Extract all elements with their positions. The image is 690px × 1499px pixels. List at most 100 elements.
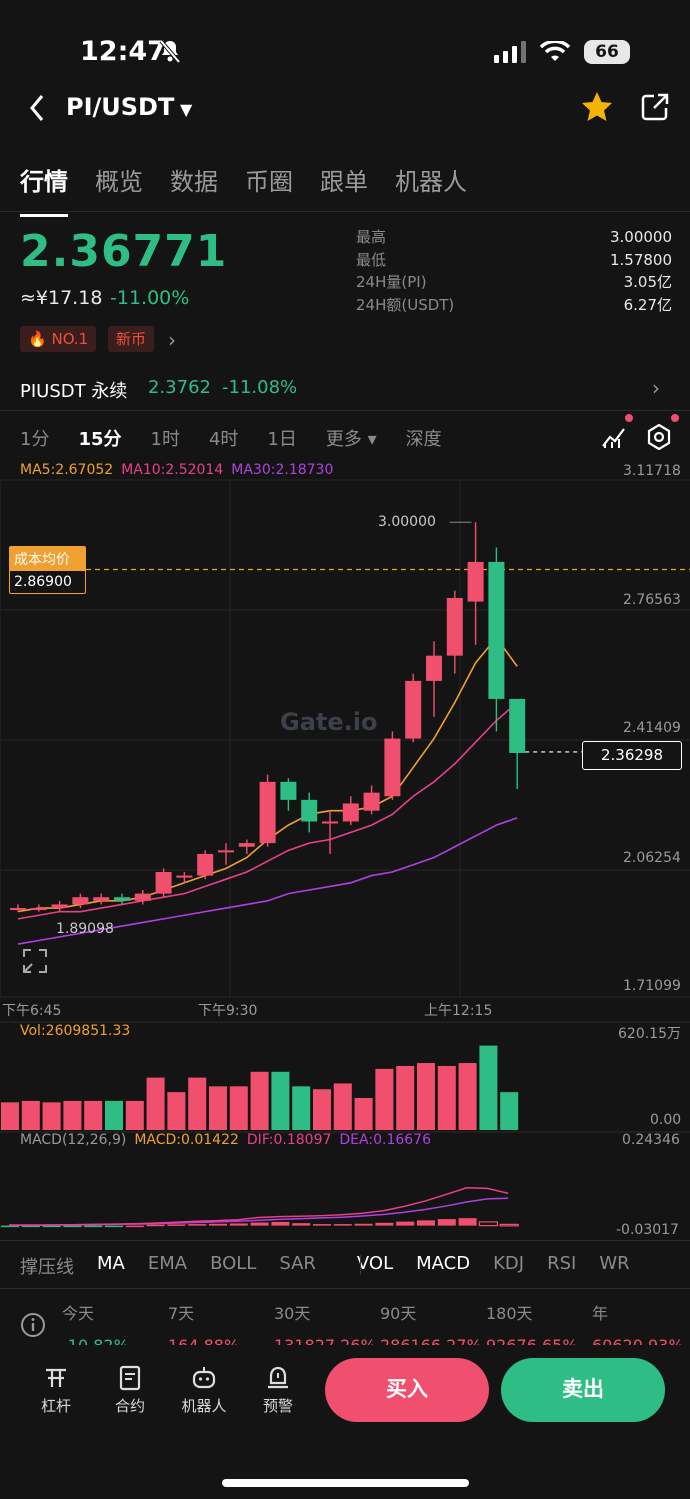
divider [0, 1288, 690, 1289]
candle [322, 810, 338, 854]
candle-body [509, 698, 526, 754]
y-axis-label: 2.06254 [623, 850, 681, 866]
tab-market[interactable]: 行情 [20, 162, 68, 217]
change-percent: -11.00% [110, 287, 190, 309]
divider [0, 1240, 690, 1241]
volume-label: Vol:2609851.33 [20, 1023, 131, 1039]
settings-gear-icon[interactable] [646, 424, 672, 450]
indicator-kdj[interactable]: KDJ [493, 1253, 525, 1274]
indicator-wr[interactable]: WR [599, 1253, 630, 1274]
candle [197, 850, 214, 880]
stat-label: 24H量(PI) [356, 273, 427, 291]
y-axis-label: 3.11718 [623, 463, 681, 479]
candle [280, 778, 297, 811]
macd-histogram-bar [437, 1219, 456, 1226]
pair-title[interactable]: PI/USDT [66, 93, 175, 121]
leverage-button[interactable]: 杠杆 [28, 1365, 84, 1416]
new-coin-badge[interactable]: 新币 [108, 326, 155, 352]
ma10-label: MA10:2.52014 [121, 462, 224, 478]
interval-4h[interactable]: 4时 [208, 429, 239, 450]
macd-histogram-bar [292, 1223, 311, 1226]
stat-high: 最高 3.00000 [356, 226, 672, 249]
candle [134, 890, 151, 905]
leverage-icon [46, 1368, 66, 1387]
volume-bar [292, 1086, 311, 1130]
candle [259, 774, 276, 847]
candle-body [238, 843, 255, 847]
candle-body [72, 897, 89, 905]
info-icon[interactable] [20, 1312, 46, 1338]
perf-label: 今天 [62, 1304, 95, 1323]
interval-1d[interactable]: 1日 [267, 429, 297, 450]
candle-body [134, 893, 151, 901]
perp-name[interactable]: PIUSDT 永续 [20, 381, 128, 402]
candle [51, 900, 68, 912]
indicator-sar[interactable]: SAR [279, 1253, 316, 1274]
fullscreen-expand-icon[interactable] [22, 948, 48, 974]
y-axis-label: 2.76563 [623, 592, 681, 608]
interval-more[interactable]: 更多 ▾ [325, 429, 377, 450]
contract-label: 合约 [114, 1397, 145, 1415]
contract-button[interactable]: 合约 [102, 1365, 158, 1416]
pair-dropdown-icon[interactable]: ▼ [180, 100, 193, 119]
indicator-boll[interactable]: BOLL [210, 1253, 257, 1274]
share-icon[interactable] [640, 92, 670, 122]
stat-value: 3.05亿 [623, 273, 672, 291]
volume-bar [437, 1065, 456, 1130]
volume-bar [479, 1045, 498, 1130]
macd-min-label: -0.03017 [616, 1222, 679, 1238]
candle [155, 868, 172, 898]
candle-body [405, 680, 422, 739]
interval-15m[interactable]: 15分 [78, 429, 122, 450]
volume-bar [42, 1102, 61, 1130]
depth-tab[interactable]: 深度 [405, 429, 442, 450]
wifi-icon [540, 41, 570, 61]
indicator-rsi[interactable]: RSI [547, 1253, 577, 1274]
hot-rank-badge[interactable]: 🔥 NO.1 [20, 326, 97, 352]
favorite-star-icon[interactable] [580, 90, 614, 124]
robot-button[interactable]: 机器人 [176, 1365, 232, 1416]
macd-histogram-bar [63, 1225, 82, 1228]
alert-button[interactable]: 预警 [250, 1365, 306, 1416]
candle [384, 731, 401, 800]
volume-bar [188, 1077, 207, 1130]
chevron-right-icon[interactable]: › [168, 328, 176, 352]
kline-chart[interactable]: Gate.io [0, 460, 690, 1240]
indicator-vol[interactable]: VOL [356, 1253, 394, 1274]
indicator-ma[interactable]: MA [97, 1253, 125, 1274]
stat-value: 3.00000 [609, 228, 672, 246]
interval-1h[interactable]: 1时 [150, 429, 180, 450]
back-arrow-icon[interactable] [24, 92, 54, 124]
indicator-macd[interactable]: MACD [416, 1253, 471, 1274]
perf-label: 30天 [274, 1304, 311, 1323]
stat-value: 6.27亿 [623, 295, 672, 314]
interval-selector: 1分 15分 1时 4时 1日 更多 ▾ 深度 [20, 425, 471, 451]
watermark: Gate.io [280, 708, 377, 736]
x-axis-label: 下午6:45 [2, 1003, 62, 1019]
tab-community[interactable]: 币圈 [245, 168, 293, 196]
volume-bar [1, 1102, 19, 1130]
chevron-right-icon[interactable]: › [652, 376, 660, 400]
buy-button[interactable]: 买入 [325, 1358, 489, 1422]
cny-price: ≈¥17.18 [20, 287, 103, 309]
candle-body [363, 792, 380, 811]
candle [238, 839, 255, 854]
tab-data[interactable]: 数据 [170, 168, 218, 196]
macd-histogram-bar [271, 1221, 290, 1226]
indicator-support-resistance[interactable]: 撑压线 [20, 1257, 74, 1278]
contract-icon [119, 1365, 141, 1391]
ma30-label: MA30:2.18730 [231, 462, 334, 478]
tab-copy-trade[interactable]: 跟单 [320, 168, 368, 196]
y-axis-label: 2.41409 [623, 720, 681, 736]
cost-average-tag[interactable]: 成本均价 2.86900 [9, 546, 86, 594]
sell-button[interactable]: 卖出 [501, 1358, 665, 1422]
candle [509, 698, 526, 790]
macd-histogram-bar [146, 1224, 165, 1227]
indicator-ema[interactable]: EMA [147, 1253, 188, 1274]
indicator-chart-icon[interactable] [601, 424, 627, 450]
tab-overview[interactable]: 概览 [95, 168, 143, 196]
candle [426, 641, 442, 717]
tab-bots[interactable]: 机器人 [395, 168, 467, 196]
interval-1m[interactable]: 1分 [20, 429, 50, 450]
indicator-tabs: 撑压线 MA EMA BOLL SAR VOL MACD KDJ RSI WR [20, 1253, 653, 1279]
